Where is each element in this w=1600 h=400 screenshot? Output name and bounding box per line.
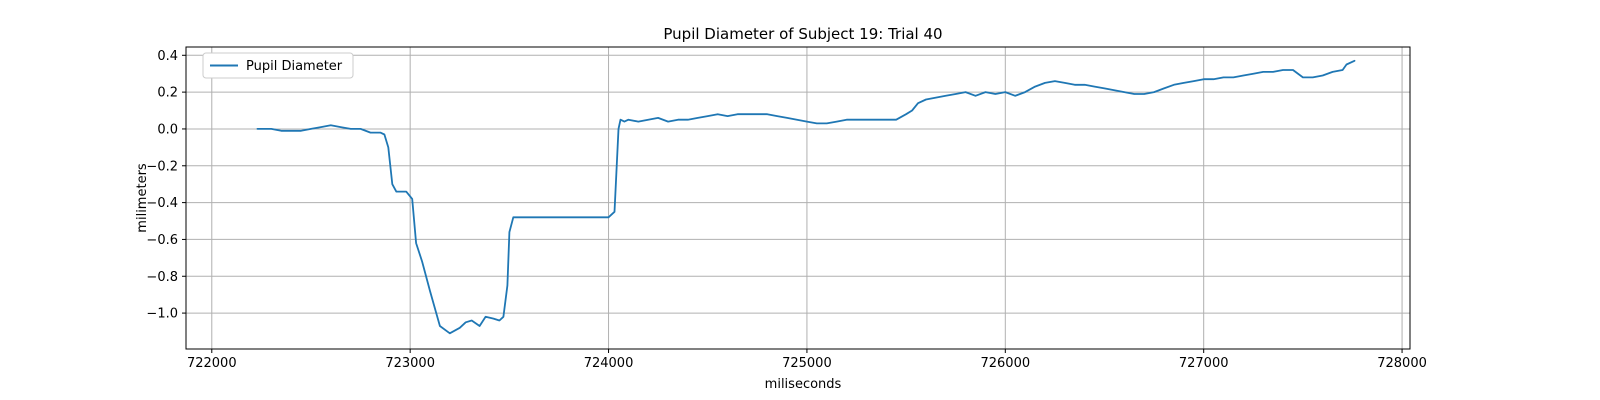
x-tick-label: 728000 <box>1377 356 1427 371</box>
plot-frame <box>185 46 1411 350</box>
plot-area <box>186 47 1410 349</box>
grid <box>186 47 1410 349</box>
x-tick-label: 723000 <box>385 356 435 371</box>
y-tick-label: 0.0 <box>157 122 178 137</box>
legend-box <box>202 52 354 79</box>
y-tick-label: −1.0 <box>146 307 178 322</box>
x-tick-label: 726000 <box>980 356 1030 371</box>
y-tick-label: −0.2 <box>146 159 178 174</box>
x-tick-label: 727000 <box>1179 356 1229 371</box>
x-tick-label: 724000 <box>584 356 634 371</box>
x-tick-label: 722000 <box>187 356 237 371</box>
series-group <box>256 59 1356 335</box>
series-line-pupil-diameter <box>256 59 1356 335</box>
x-axis-label: miliseconds <box>765 377 842 392</box>
x-tick-label: 725000 <box>782 356 832 371</box>
y-tick-label: −0.4 <box>146 196 178 211</box>
chart-title: Pupil Diameter of Subject 19: Trial 40 <box>663 25 942 43</box>
y-axis-label: milimeters <box>135 163 150 233</box>
y-tick-label: 0.4 <box>157 49 178 64</box>
y-tick-label: 0.2 <box>157 86 178 101</box>
y-axis: 0.4 0.2 0.0 −0.2 −0.4 −0.6 −0.8 −1.0 <box>146 49 186 322</box>
y-tick-label: −0.8 <box>146 270 178 285</box>
y-tick-label: −0.6 <box>146 233 178 248</box>
legend: Pupil Diameter <box>202 52 354 79</box>
x-axis: 722000 723000 724000 725000 726000 727000 7280… <box>187 349 1427 371</box>
legend-label: Pupil Diameter <box>246 59 343 74</box>
